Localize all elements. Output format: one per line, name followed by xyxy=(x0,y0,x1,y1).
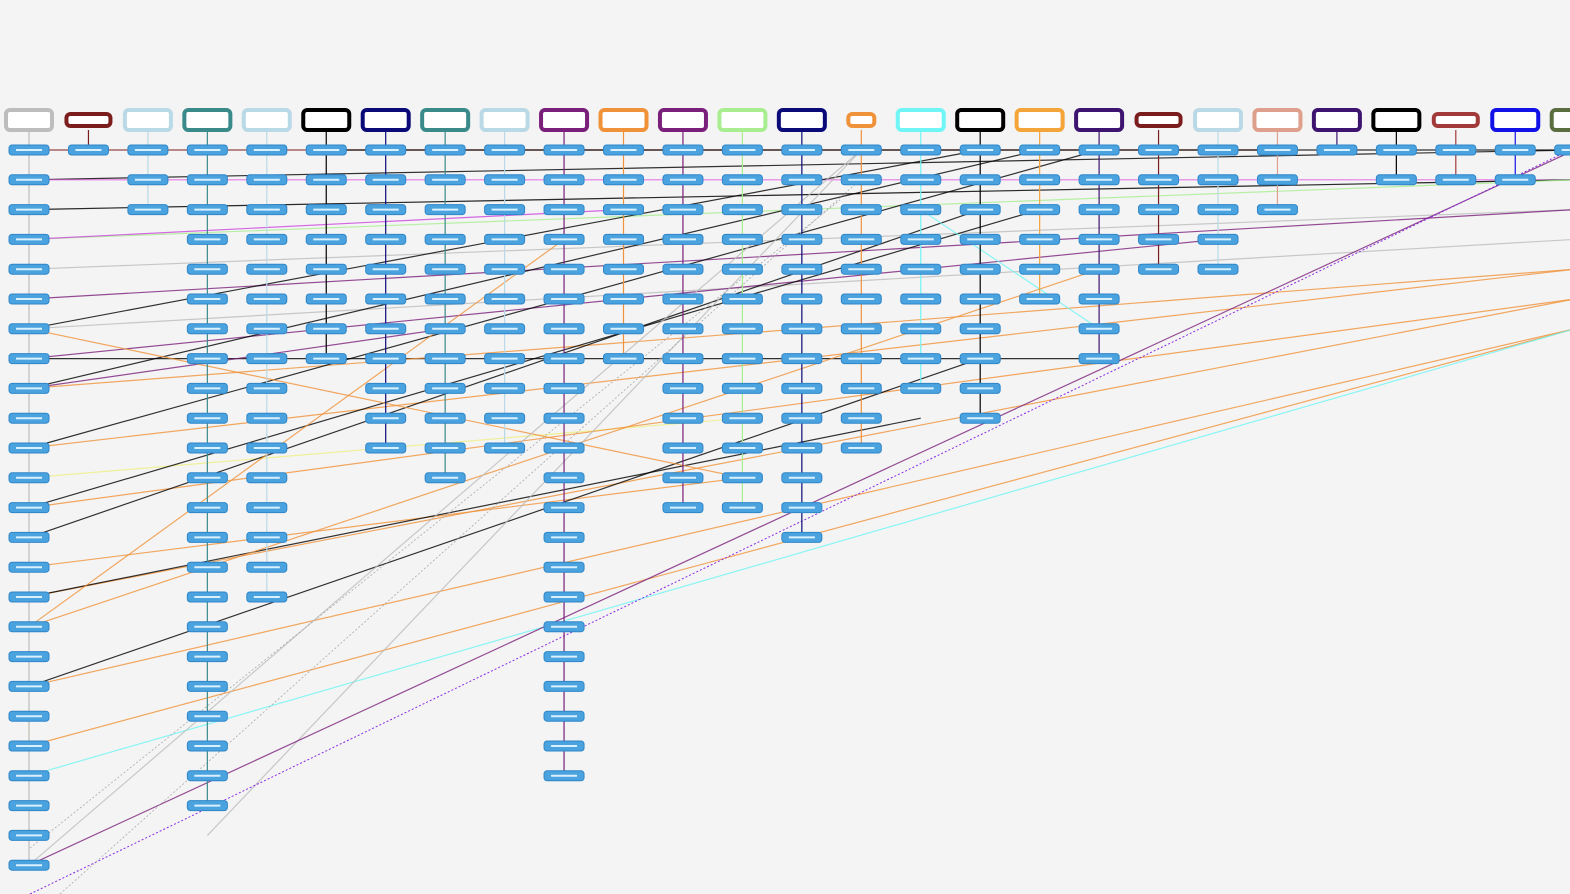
message-arrows xyxy=(28,149,1570,894)
message-arrow xyxy=(28,149,1040,389)
participant-header[interactable] xyxy=(955,108,1006,132)
participant-header[interactable] xyxy=(598,108,649,132)
participant-header[interactable] xyxy=(1490,108,1541,132)
lifeline xyxy=(1014,108,1065,305)
lifeline xyxy=(1193,108,1243,275)
async-message-arrow xyxy=(29,199,841,849)
participant-header[interactable] xyxy=(776,108,827,132)
participant-header[interactable] xyxy=(717,108,768,132)
message-arrow xyxy=(206,149,862,836)
participant-header[interactable] xyxy=(1311,108,1362,132)
message-arrow xyxy=(28,417,921,598)
message-arrow xyxy=(28,239,1570,330)
lifeline xyxy=(64,112,113,156)
message-arrow xyxy=(920,209,1100,330)
lifeline xyxy=(776,108,827,543)
participant-header[interactable] xyxy=(4,108,54,132)
lifeline xyxy=(1549,108,1570,156)
lifeline xyxy=(1134,112,1183,275)
lifeline xyxy=(539,108,590,782)
lifeline xyxy=(241,108,292,603)
lifeline xyxy=(657,108,708,514)
message-arrow xyxy=(28,329,1570,777)
participant-header[interactable] xyxy=(1252,108,1303,132)
lifeline xyxy=(1490,108,1541,186)
lifeline xyxy=(1431,112,1480,186)
message-arrow xyxy=(28,209,1040,509)
message-arrow xyxy=(28,477,743,568)
participant-header[interactable] xyxy=(182,108,233,132)
lifeline xyxy=(479,108,530,454)
lifeline xyxy=(360,108,411,454)
participant-header[interactable] xyxy=(301,108,352,132)
participant-header[interactable] xyxy=(895,108,946,132)
lifeline xyxy=(955,108,1006,424)
lifeline xyxy=(420,108,471,484)
participant-header[interactable] xyxy=(1134,112,1183,128)
lifeline xyxy=(598,108,649,365)
participant-header[interactable] xyxy=(1193,108,1243,132)
participant-header[interactable] xyxy=(1371,108,1422,132)
participant-header[interactable] xyxy=(360,108,411,132)
lifeline xyxy=(895,108,946,394)
participant-header[interactable] xyxy=(420,108,471,132)
lifeline xyxy=(1371,108,1422,186)
participant-header[interactable] xyxy=(539,108,590,132)
participant-header[interactable] xyxy=(1431,112,1480,128)
lifeline xyxy=(1252,108,1303,216)
participant-header[interactable] xyxy=(64,112,113,128)
lifeline xyxy=(182,108,233,812)
lifeline xyxy=(122,108,173,216)
participant-header[interactable] xyxy=(1074,108,1125,132)
participant-header[interactable] xyxy=(241,108,292,132)
participant-header[interactable] xyxy=(1549,108,1570,132)
lifeline xyxy=(1074,108,1125,365)
message-arrow xyxy=(28,238,565,628)
message-arrow xyxy=(28,358,981,687)
lifeline xyxy=(717,108,768,514)
async-message-arrow xyxy=(29,149,1570,894)
participant-header[interactable] xyxy=(846,112,877,128)
lifeline xyxy=(840,112,882,454)
participant-header[interactable] xyxy=(1014,108,1065,132)
participant-header[interactable] xyxy=(479,108,530,132)
lifeline xyxy=(1311,108,1362,156)
participant-header[interactable] xyxy=(122,108,173,132)
lifeline xyxy=(301,108,352,365)
lifelines xyxy=(4,108,1570,871)
lifeline xyxy=(4,108,54,871)
message-arrow xyxy=(28,328,446,389)
participant-header[interactable] xyxy=(657,108,708,132)
